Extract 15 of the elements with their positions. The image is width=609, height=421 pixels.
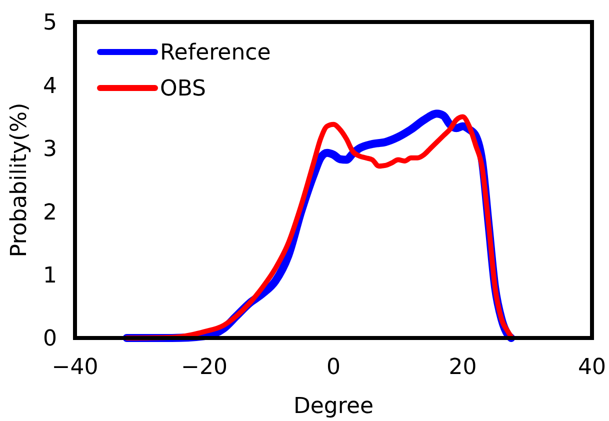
y-tick-label: 1 — [43, 264, 57, 288]
x-tick-label: 40 — [578, 355, 606, 380]
y-axis-title: Probability(%) — [7, 102, 32, 258]
legend-label: Reference — [160, 40, 271, 66]
x-tick-label: 0 — [326, 355, 340, 380]
y-tick-label: 3 — [43, 137, 57, 162]
y-tick-label: 4 — [43, 74, 57, 99]
y-tick-label: 5 — [43, 10, 57, 36]
legend-label: OBS — [160, 76, 206, 102]
x-tick-label: −20 — [181, 355, 228, 380]
x-tick-label: −40 — [52, 355, 98, 380]
y-tick-label: 0 — [43, 326, 57, 352]
x-axis-title: Degree — [293, 394, 374, 419]
y-tick-label: 2 — [43, 200, 57, 226]
x-tick-label: 20 — [448, 355, 477, 380]
